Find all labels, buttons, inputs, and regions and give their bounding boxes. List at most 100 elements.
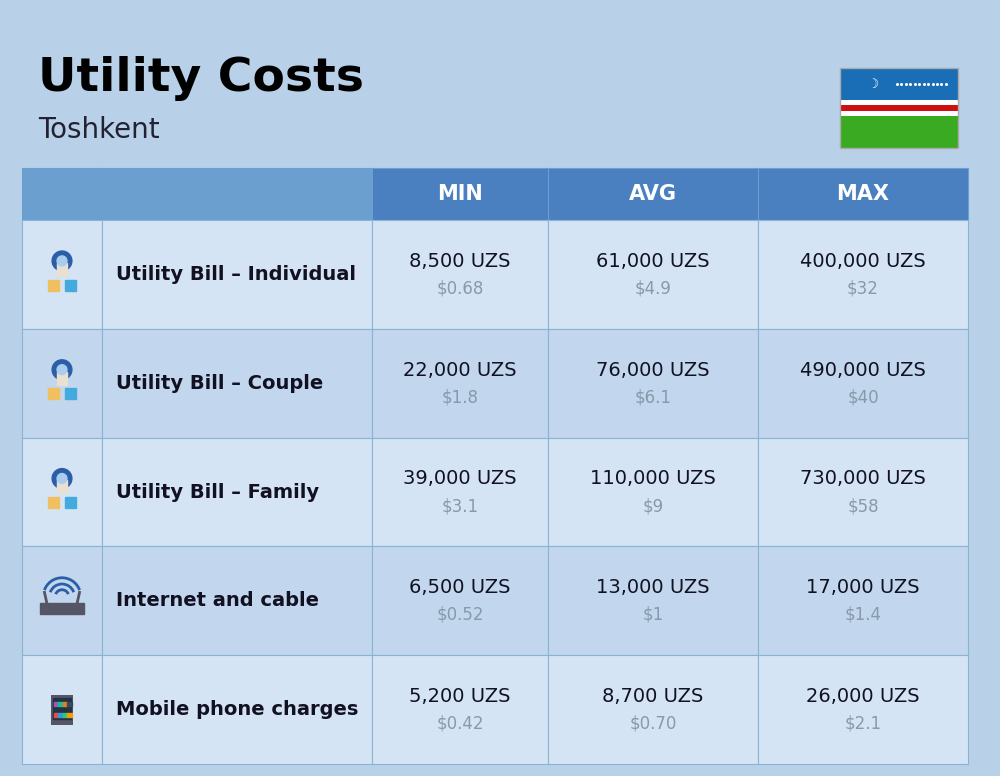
Text: 22,000 UZS: 22,000 UZS	[403, 361, 517, 379]
Bar	[840, 111, 958, 116]
Bar	[840, 106, 958, 111]
Bar	[51, 695, 73, 725]
Text: 730,000 UZS: 730,000 UZS	[800, 469, 926, 489]
Bar	[840, 116, 958, 148]
Bar	[758, 546, 968, 655]
Text: $1.4: $1.4	[844, 606, 882, 624]
Text: 8,700 UZS: 8,700 UZS	[602, 687, 704, 706]
Bar	[48, 389, 59, 400]
Bar	[54, 702, 58, 706]
Text: Toshkent: Toshkent	[38, 116, 160, 144]
Bar	[102, 168, 372, 220]
Bar	[372, 438, 548, 546]
Text: $2.1: $2.1	[844, 715, 882, 733]
Bar	[102, 438, 372, 546]
Bar	[548, 220, 758, 329]
Text: $0.42: $0.42	[436, 715, 484, 733]
Bar	[548, 438, 758, 546]
Circle shape	[57, 473, 67, 483]
Bar	[548, 168, 758, 220]
Text: 39,000 UZS: 39,000 UZS	[403, 469, 517, 489]
Bar	[22, 438, 102, 546]
Text: $0.52: $0.52	[436, 606, 484, 624]
Text: $3.1: $3.1	[441, 497, 479, 515]
Text: Utility Costs: Utility Costs	[38, 56, 364, 101]
Text: MAX: MAX	[836, 184, 890, 204]
Bar	[372, 655, 548, 764]
Bar	[58, 713, 63, 718]
Text: 13,000 UZS: 13,000 UZS	[596, 578, 710, 598]
Text: 76,000 UZS: 76,000 UZS	[596, 361, 710, 379]
Bar	[40, 603, 84, 614]
Bar	[53, 698, 71, 719]
Bar	[57, 372, 67, 384]
Text: $58: $58	[847, 497, 879, 515]
Bar	[548, 329, 758, 438]
Bar	[372, 168, 548, 220]
Bar	[48, 497, 59, 508]
Bar	[548, 655, 758, 764]
Text: 490,000 UZS: 490,000 UZS	[800, 361, 926, 379]
Text: Utility Bill – Couple: Utility Bill – Couple	[116, 374, 323, 393]
Bar	[22, 168, 102, 220]
Circle shape	[52, 251, 72, 271]
Bar	[22, 329, 102, 438]
Bar	[372, 546, 548, 655]
Bar	[758, 329, 968, 438]
Bar	[758, 220, 968, 329]
Text: $0.68: $0.68	[436, 279, 484, 297]
Bar	[58, 702, 63, 706]
Bar	[548, 546, 758, 655]
Text: ☽: ☽	[867, 78, 879, 91]
Bar	[65, 497, 76, 508]
Bar	[22, 546, 102, 655]
Text: $1: $1	[642, 606, 664, 624]
Bar	[758, 438, 968, 546]
Text: 8,500 UZS: 8,500 UZS	[409, 252, 511, 271]
Text: Utility Bill – Individual: Utility Bill – Individual	[116, 265, 356, 284]
Bar	[372, 329, 548, 438]
Bar	[22, 655, 102, 764]
Bar	[65, 279, 76, 290]
Circle shape	[52, 469, 72, 488]
Circle shape	[57, 256, 67, 266]
Text: Mobile phone charges: Mobile phone charges	[116, 700, 358, 719]
Bar	[372, 220, 548, 329]
Text: Utility Bill – Family: Utility Bill – Family	[116, 483, 319, 501]
Text: 110,000 UZS: 110,000 UZS	[590, 469, 716, 489]
Bar	[22, 220, 102, 329]
Text: 61,000 UZS: 61,000 UZS	[596, 252, 710, 271]
Bar	[840, 68, 958, 148]
Bar	[57, 480, 67, 494]
Bar	[67, 702, 72, 706]
Text: 6,500 UZS: 6,500 UZS	[409, 578, 511, 598]
Text: AVG: AVG	[629, 184, 677, 204]
Bar	[102, 329, 372, 438]
Text: $6.1: $6.1	[635, 388, 672, 406]
Text: $1.8: $1.8	[442, 388, 479, 406]
Text: 5,200 UZS: 5,200 UZS	[409, 687, 511, 706]
Bar	[67, 713, 72, 718]
Circle shape	[57, 365, 67, 375]
Text: $4.9: $4.9	[635, 279, 671, 297]
Bar	[65, 389, 76, 400]
Bar	[758, 655, 968, 764]
Text: 26,000 UZS: 26,000 UZS	[806, 687, 920, 706]
Bar	[102, 220, 372, 329]
Text: 17,000 UZS: 17,000 UZS	[806, 578, 920, 598]
Text: $9: $9	[642, 497, 664, 515]
Text: Internet and cable: Internet and cable	[116, 591, 319, 610]
Bar	[102, 655, 372, 764]
Bar	[63, 713, 67, 718]
Bar	[63, 702, 67, 706]
Text: $32: $32	[847, 279, 879, 297]
Text: $40: $40	[847, 388, 879, 406]
Bar	[840, 68, 958, 100]
Bar	[758, 168, 968, 220]
Bar	[48, 279, 59, 290]
Circle shape	[52, 360, 72, 379]
Text: MIN: MIN	[437, 184, 483, 204]
Bar	[102, 546, 372, 655]
Bar	[840, 100, 958, 106]
Text: 400,000 UZS: 400,000 UZS	[800, 252, 926, 271]
